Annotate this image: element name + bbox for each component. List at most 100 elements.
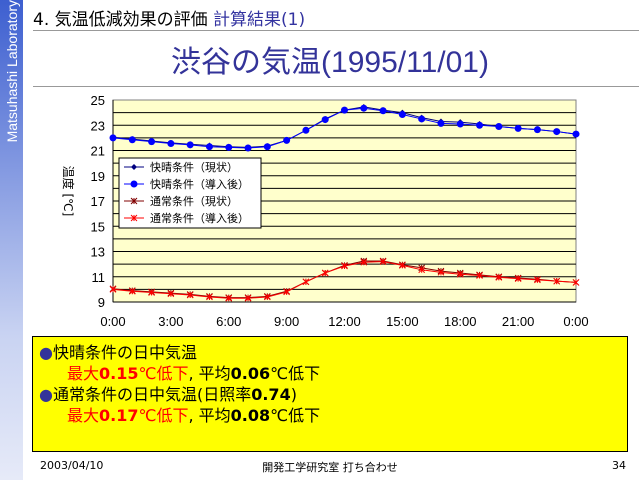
data-point: [225, 143, 233, 151]
data-point: [572, 130, 580, 138]
data-point: [572, 279, 580, 286]
legend-label: 快晴条件（導入後）: [150, 177, 249, 191]
x-tick-label: 12:00: [328, 314, 361, 329]
temperature-chart: 25 23 21 19 17 15 13 11 9 0:00 3:00 6:00 9:00 12:00 15…: [61, 93, 589, 329]
y-tick-label: 15: [91, 219, 105, 234]
slide-title: 渋谷の気温(1995/11/01): [171, 46, 489, 79]
avg-value: 0.06: [230, 364, 271, 383]
data-point: [283, 136, 291, 144]
data-point: [456, 120, 464, 128]
summary-box: ●快晴条件の日中気温 最大0.15℃低下, 平均0.06℃低下 ●通常条件の日中…: [32, 336, 628, 452]
data-point: [476, 272, 483, 279]
data-point: [495, 274, 503, 281]
data-point: [128, 136, 136, 144]
data-point: [128, 287, 136, 295]
data-point: [321, 269, 329, 277]
data-point: [109, 286, 117, 293]
data-point: [283, 288, 290, 296]
data-point: [302, 126, 310, 134]
legend-marker: [130, 180, 138, 188]
legend-label: 通常条件（現状）: [150, 194, 238, 208]
max-label: 最大: [67, 406, 100, 425]
max-unit: ℃低下: [138, 406, 189, 425]
avg-label: , 平均: [188, 406, 231, 425]
x-tick-label: 9:00: [274, 314, 299, 329]
data-point: [302, 278, 310, 286]
data-point: [225, 294, 233, 302]
data-point: [148, 289, 155, 296]
y-tick-label: 21: [91, 144, 105, 159]
data-point: [514, 124, 522, 132]
y-tick-label: 13: [91, 245, 105, 260]
data-point: [379, 258, 387, 265]
data-point: [263, 143, 271, 151]
legend: [118, 157, 262, 229]
y-tick-label: 17: [91, 194, 105, 209]
max-unit: ℃低下: [138, 364, 189, 383]
y-tick-label: 25: [91, 93, 105, 108]
bullet-icon: ●: [39, 343, 53, 362]
data-point: [379, 107, 387, 115]
section-title: 気温低減効果の評価: [54, 10, 208, 30]
avg-value: 0.08: [230, 406, 271, 425]
data-point: [476, 121, 484, 129]
data-point: [418, 115, 426, 123]
data-point: [341, 106, 348, 114]
max-value: 0.15: [99, 364, 139, 383]
data-point: [186, 291, 194, 299]
data-point: [534, 276, 541, 284]
x-tick-label: 3:00: [158, 314, 183, 329]
legend-label: 通常条件（導入後）: [150, 211, 249, 225]
data-point: [495, 123, 503, 131]
avg-unit: ℃低下: [270, 364, 321, 383]
max-value: 0.17: [99, 406, 139, 425]
data-point: [360, 258, 368, 266]
data-point: [418, 266, 426, 274]
data-point: [553, 128, 561, 136]
y-tick-label: 11: [92, 270, 106, 285]
section-number: 4.: [33, 10, 50, 30]
section-heading: 4. 気温低減効果の評価 計算結果(1): [33, 5, 305, 30]
data-point: [437, 119, 445, 127]
sidebar-band: [0, 0, 23, 480]
x-tick-label: 0:00: [563, 314, 588, 329]
footer-title: 開発工学研究室 打ち合わせ: [262, 461, 398, 474]
paren-close: ): [290, 385, 297, 404]
data-point: [148, 138, 156, 146]
data-point: [553, 277, 561, 285]
bullet-icon: ●: [39, 385, 53, 404]
sunshine-rate: 0.74: [251, 385, 291, 404]
section-subtitle: 計算結果(1): [213, 10, 306, 30]
x-tick-label: 15:00: [386, 314, 419, 329]
y-axis-label: 温度 [℃]: [61, 166, 76, 217]
y-tick-label: 9: [98, 295, 105, 310]
y-tick-label: 19: [91, 169, 105, 184]
avg-unit: ℃低下: [270, 406, 321, 425]
data-point: [399, 262, 406, 269]
summary-item-2-detail: 最大0.17℃低下, 平均0.08℃低下: [39, 405, 627, 426]
data-point: [206, 293, 213, 301]
summary-item-title: 快晴条件の日中気温: [52, 343, 197, 362]
data-point: [514, 275, 522, 282]
divider: [33, 30, 639, 31]
data-point: [109, 134, 117, 142]
data-point: [456, 270, 464, 278]
data-point: [321, 116, 329, 124]
x-tick-label: 18:00: [444, 314, 477, 329]
data-point: [244, 294, 252, 302]
legend-marker: [131, 164, 137, 170]
summary-item-2: ●通常条件の日中気温(日照率0.74): [39, 384, 627, 405]
summary-item-1: ●快晴条件の日中気温: [39, 342, 627, 363]
x-tick-label: 0:00: [100, 314, 125, 329]
divider: [33, 86, 639, 87]
data-point: [533, 126, 541, 134]
data-point: [263, 293, 271, 301]
data-point: [360, 104, 368, 112]
data-point: [186, 141, 194, 149]
data-point: [205, 143, 213, 151]
legend-marker: [130, 197, 138, 205]
legend-label: 快晴条件（現状）: [150, 160, 238, 174]
avg-label: , 平均: [188, 364, 231, 383]
data-point: [167, 290, 175, 298]
summary-item-1-detail: 最大0.15℃低下, 平均0.06℃低下: [39, 363, 627, 384]
